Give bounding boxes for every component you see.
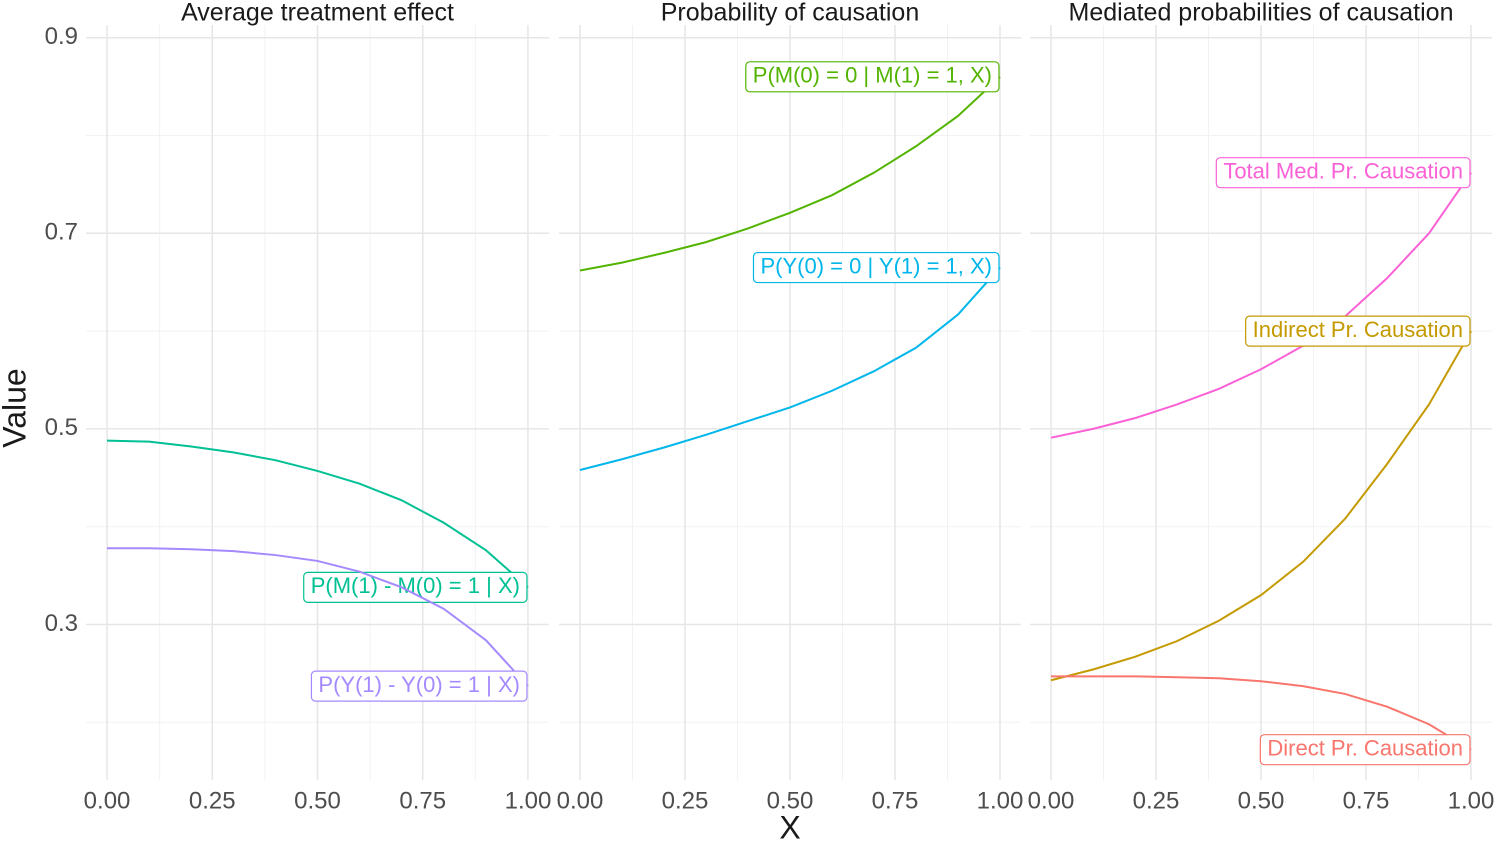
- x-tick-label: 0.75: [399, 787, 446, 814]
- line: [579, 76, 1001, 272]
- x-tick-label: 0.25: [1133, 787, 1180, 814]
- y-axis-title: Value: [0, 368, 32, 447]
- x-tick-label: 1.00: [505, 787, 552, 814]
- line-label-text: P(M(0) = 0 | M(1) = 1, X): [753, 63, 992, 88]
- line: [107, 439, 529, 589]
- x-axis-title: X: [779, 809, 800, 845]
- panel-title: Average treatment effect: [181, 0, 454, 27]
- panel-title: Mediated probabilities of causation: [1069, 0, 1454, 27]
- x-tick-label: 0.50: [294, 787, 341, 814]
- line-label: P(Y(0) = 0 | Y(1) = 1, X): [752, 251, 1000, 284]
- line-label-text: Direct Pr. Causation: [1267, 735, 1463, 760]
- x-tick-label: 0.00: [557, 787, 604, 814]
- x-tick-label: 0.25: [189, 787, 236, 814]
- x-tick-label: 0.75: [1343, 787, 1390, 814]
- line: [107, 547, 529, 687]
- line-label-box: [1259, 734, 1471, 766]
- line-label-box: [310, 670, 528, 702]
- line-label: Direct Pr. Causation: [1259, 734, 1471, 766]
- line-label-text: P(Y(1) - Y(0) = 1 | X): [318, 672, 520, 697]
- x-tick-label: 1.00: [1448, 787, 1495, 814]
- line-label-box: [1245, 315, 1471, 347]
- line-label: P(M(1) - M(0) = 1 | X): [303, 571, 528, 603]
- panel-title: Probability of causation: [661, 0, 919, 27]
- x-tick-label: 0.25: [662, 787, 709, 814]
- x-tick-label: 0.00: [1028, 787, 1075, 814]
- line: [579, 266, 1001, 471]
- y-tick-label: 0.9: [45, 23, 78, 50]
- line-label-text: Indirect Pr. Causation: [1253, 317, 1463, 342]
- y-tick-label: 0.5: [45, 414, 78, 441]
- x-tick-label: 0.50: [767, 787, 814, 814]
- line-label: Indirect Pr. Causation: [1245, 315, 1471, 347]
- panel: Mediated probabilities of causation 0.00 0…: [1028, 0, 1495, 814]
- line-label-text: P(Y(0) = 0 | Y(1) = 1, X): [760, 253, 992, 278]
- line-label-box: [1215, 157, 1471, 189]
- line: [1050, 172, 1472, 439]
- line-label: P(Y(1) - Y(0) = 1 | X): [310, 670, 528, 702]
- x-tick-label: 1.00: [977, 787, 1024, 814]
- line-label-text: Total Med. Pr. Causation: [1223, 158, 1463, 183]
- y-tick-label: 0.7: [45, 219, 78, 246]
- line: [1050, 330, 1472, 682]
- line-label: Total Med. Pr. Causation: [1215, 157, 1471, 189]
- panel: Average treatment effect 0.3 0.5 0.7 0.9 0.00…: [45, 0, 552, 814]
- y-tick-label: 0.3: [45, 610, 78, 637]
- panel: Probability of causation 0.00 0.25 0.50 0.75…: [557, 0, 1024, 814]
- line-label-box: [303, 571, 528, 603]
- line-label-box: [752, 251, 1000, 284]
- x-tick-label: 0.50: [1238, 787, 1285, 814]
- x-tick-label: 0.00: [84, 787, 131, 814]
- x-tick-label: 0.75: [872, 787, 919, 814]
- line: [1051, 675, 1472, 751]
- line-label: P(M(0) = 0 | M(1) = 1, X): [745, 61, 1000, 93]
- line-label-box: [745, 61, 1000, 93]
